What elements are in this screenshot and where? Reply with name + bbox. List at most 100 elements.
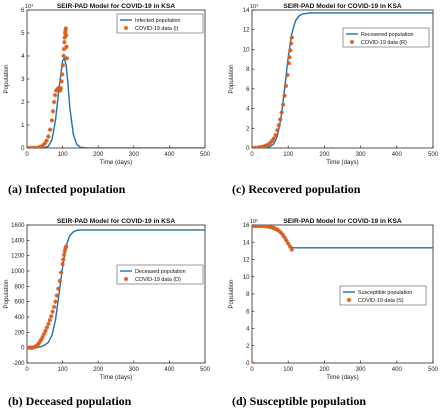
y-tick-label: 2 bbox=[246, 344, 250, 350]
y-exponent-label: 10⁴ bbox=[250, 3, 259, 10]
data-point bbox=[276, 228, 282, 234]
y-tick-label: 1200 bbox=[11, 254, 25, 260]
data-point bbox=[42, 141, 47, 146]
y-tick-label: 12 bbox=[243, 28, 250, 34]
y-tick-label: 1000 bbox=[11, 269, 25, 275]
x-tick-label: 400 bbox=[392, 152, 403, 158]
data-point bbox=[61, 46, 67, 52]
chart-title: SEIR-PAD Model for COVID-19 in KSA bbox=[57, 3, 175, 10]
y-tick-label: 1600 bbox=[11, 223, 25, 229]
x-tick-label: 200 bbox=[93, 152, 104, 158]
data-point bbox=[39, 144, 44, 148]
caption-recovered: (c) Recovered population bbox=[232, 182, 361, 196]
chart-title: SEIR-PAD Model for COVID-19 in KSA bbox=[57, 218, 175, 225]
legend-box bbox=[116, 264, 204, 285]
x-tick-label: 0 bbox=[25, 152, 29, 158]
legend: Recovered population COVID-19 data (R) bbox=[342, 27, 430, 48]
x-axis-label: Time (days) bbox=[326, 159, 358, 166]
data-point bbox=[271, 136, 276, 141]
y-tick-label: 6 bbox=[21, 8, 25, 14]
x-tick-label: 400 bbox=[392, 367, 403, 373]
y-tick-label: 10 bbox=[243, 47, 250, 53]
legend: Susceptible population COVID-19 data (S) bbox=[339, 285, 427, 306]
data-point bbox=[287, 55, 292, 60]
data-point bbox=[63, 33, 69, 38]
x-tick-label: 200 bbox=[319, 152, 330, 158]
series-line-0 bbox=[27, 56, 205, 148]
data-point bbox=[46, 134, 51, 139]
y-tick-label: 0 bbox=[246, 361, 250, 367]
plot-marks bbox=[27, 229, 205, 350]
data-point bbox=[289, 35, 295, 40]
caption-infected: (a) Infected population bbox=[8, 182, 126, 196]
legend-label: COVID-19 data (D) bbox=[135, 277, 181, 283]
data-point bbox=[61, 53, 66, 59]
y-tick-label: 600 bbox=[14, 300, 25, 306]
y-exponent-label: 10⁵ bbox=[250, 218, 258, 225]
plot-marks bbox=[27, 26, 205, 148]
legend-label: COVID-19 data (S) bbox=[358, 298, 404, 304]
y-tick-label: 10 bbox=[243, 275, 250, 281]
legend-marker-swatch bbox=[123, 25, 129, 31]
data-point bbox=[52, 92, 58, 98]
data-point bbox=[282, 235, 287, 240]
y-tick-label: 12 bbox=[243, 258, 250, 264]
x-tick-label: 100 bbox=[58, 367, 69, 373]
y-tick-label: 0 bbox=[246, 146, 250, 152]
y-axis-label: Population bbox=[3, 279, 10, 309]
y-tick-label: 6 bbox=[246, 87, 250, 93]
y-tick-label: 1 bbox=[21, 123, 25, 129]
data-point bbox=[50, 309, 55, 314]
data-point bbox=[58, 86, 64, 91]
legend-box bbox=[342, 27, 430, 48]
data-point bbox=[62, 248, 67, 254]
x-tick-label: 500 bbox=[200, 367, 211, 373]
x-tick-label: 500 bbox=[200, 152, 211, 158]
data-point bbox=[50, 109, 56, 114]
data-point bbox=[63, 26, 69, 31]
y-tick-label: 8 bbox=[246, 292, 250, 298]
legend-label: Susceptible population bbox=[358, 290, 412, 296]
caption-susceptible: (d) Susceptible population bbox=[232, 394, 367, 408]
data-point bbox=[54, 293, 60, 298]
x-tick-label: 300 bbox=[129, 367, 140, 373]
x-tick-label: 300 bbox=[129, 152, 140, 158]
x-tick-label: 500 bbox=[428, 152, 439, 158]
data-point bbox=[276, 123, 281, 128]
plot-marks bbox=[252, 12, 433, 148]
y-exponent-label: 10⁴ bbox=[25, 3, 34, 10]
x-tick-label: 300 bbox=[356, 152, 367, 158]
chart-panel-2: SEIR-PAD Model for COVID-19 in KSA 0 100 20… bbox=[3, 218, 211, 381]
data-point bbox=[49, 118, 55, 123]
y-tick-label: 6 bbox=[246, 309, 250, 315]
y-tick-label: 3 bbox=[21, 77, 25, 83]
data-point bbox=[57, 88, 63, 93]
data-point bbox=[60, 261, 65, 267]
y-tick-label: 4 bbox=[246, 107, 250, 113]
legend: Infected population COVID-19 data (I) bbox=[116, 13, 204, 34]
data-point bbox=[269, 138, 275, 144]
data-point bbox=[266, 142, 271, 147]
x-tick-label: 300 bbox=[356, 367, 367, 373]
data-point bbox=[36, 341, 41, 347]
y-tick-label: 400 bbox=[14, 315, 25, 321]
y-tick-label: 14 bbox=[243, 240, 250, 246]
y-tick-label: 2 bbox=[21, 100, 25, 106]
data-point bbox=[40, 334, 45, 340]
y-tick-label: 5 bbox=[21, 31, 25, 37]
y-axis-label: Population bbox=[228, 279, 235, 309]
data-point bbox=[62, 40, 67, 45]
data-point bbox=[53, 299, 58, 304]
x-axis-label: Time (days) bbox=[100, 374, 132, 381]
data-point bbox=[275, 128, 280, 133]
data-point bbox=[57, 278, 62, 284]
x-axis-label: Time (days) bbox=[326, 374, 358, 381]
data-point bbox=[279, 110, 284, 115]
data-point bbox=[58, 270, 64, 275]
x-tick-label: 400 bbox=[164, 152, 175, 158]
data-point bbox=[49, 314, 54, 319]
data-point bbox=[267, 225, 273, 230]
plot-marks bbox=[252, 225, 433, 363]
data-point bbox=[275, 227, 280, 232]
